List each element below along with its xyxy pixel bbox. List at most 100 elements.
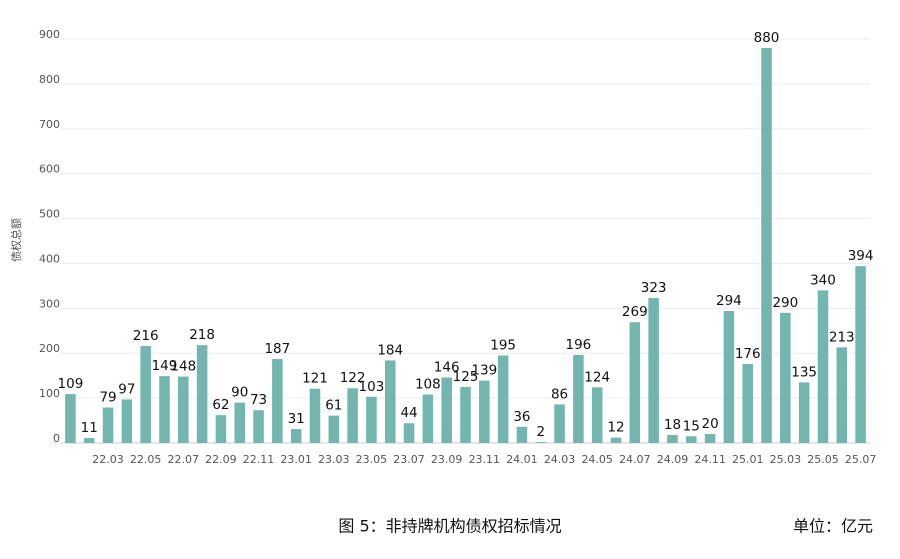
y-tick-label: 100 (39, 387, 60, 400)
x-tick-label: 24.07 (619, 453, 651, 466)
value-label: 184 (377, 342, 403, 358)
x-tick-label: 24.03 (544, 453, 576, 466)
x-tick-label: 22.03 (92, 453, 124, 466)
bar (422, 394, 434, 443)
x-tick-label: 24.01 (506, 453, 538, 466)
bar (855, 266, 866, 443)
x-tick-label: 24.09 (657, 453, 689, 466)
bar (328, 415, 340, 443)
bar (403, 423, 415, 443)
value-label: 90 (231, 385, 248, 401)
bar (648, 298, 659, 443)
x-tick-label: 22.09 (205, 453, 237, 466)
value-label: 125 (453, 369, 479, 385)
bar (347, 388, 358, 443)
value-label: 187 (264, 341, 290, 357)
x-tick-label: 25.07 (845, 453, 877, 466)
bar (704, 434, 716, 443)
value-label: 20 (701, 416, 718, 432)
value-label: 12 (607, 420, 624, 436)
y-tick-label: 700 (39, 118, 60, 131)
y-tick-label: 600 (39, 163, 60, 176)
bar (309, 388, 321, 443)
bar (366, 396, 377, 443)
value-label: 323 (641, 280, 667, 296)
value-label: 79 (99, 390, 116, 406)
x-tick-label: 23.05 (356, 453, 388, 466)
value-label: 121 (302, 371, 328, 387)
bar (479, 380, 490, 443)
bar (554, 404, 565, 443)
value-label: 62 (212, 397, 229, 413)
y-tick-label: 900 (39, 28, 60, 41)
bar (516, 426, 528, 443)
x-tick-label: 24.11 (694, 453, 726, 466)
bar (178, 376, 189, 443)
y-tick-label: 800 (39, 73, 60, 86)
value-label: 15 (683, 418, 700, 434)
bar (460, 386, 471, 443)
value-label: 36 (513, 409, 530, 425)
value-label: 340 (810, 272, 836, 288)
value-label: 294 (716, 293, 742, 309)
value-label: 880 (754, 30, 780, 46)
bar (667, 434, 678, 443)
value-label: 213 (829, 329, 855, 345)
bar (272, 359, 283, 443)
y-tick-label: 200 (39, 342, 60, 355)
value-label: 44 (400, 405, 417, 421)
y-tick-label: 400 (39, 252, 60, 265)
y-tick-label: 500 (39, 208, 60, 221)
bar (836, 347, 848, 443)
bar (761, 47, 772, 443)
value-label: 218 (189, 327, 215, 343)
bar (535, 442, 547, 443)
y-axis-label: 债权总额 (9, 218, 23, 262)
bar (780, 312, 791, 443)
value-label: 73 (250, 392, 267, 408)
caption: 图 5：非持牌机构债权招标情况 (338, 517, 561, 536)
x-tick-label: 25.01 (732, 453, 764, 466)
bar (102, 407, 114, 443)
x-tick-label: 22.07 (168, 453, 200, 466)
value-label: 216 (133, 328, 159, 344)
value-label: 103 (359, 379, 385, 395)
bar (742, 363, 753, 443)
x-tick-label: 25.03 (770, 453, 802, 466)
bar (497, 355, 509, 443)
value-label: 135 (791, 364, 817, 380)
bar (441, 377, 452, 443)
bar (121, 399, 133, 443)
bar (629, 322, 641, 443)
bar (83, 438, 95, 443)
value-label: 124 (584, 369, 610, 385)
bar (610, 437, 622, 443)
value-label: 148 (170, 359, 196, 375)
bar (817, 290, 829, 443)
x-tick-label: 22.05 (130, 453, 162, 466)
bar (290, 429, 302, 443)
x-tick-label: 23.01 (280, 453, 312, 466)
value-label: 196 (565, 337, 591, 353)
bar (723, 311, 735, 443)
bar (253, 410, 264, 443)
x-tick-label: 25.05 (807, 453, 839, 466)
value-label: 290 (772, 295, 798, 311)
x-tick-label: 23.07 (393, 453, 425, 466)
bar (234, 402, 246, 443)
value-label: 139 (471, 363, 497, 379)
bar (196, 345, 208, 443)
value-label: 61 (325, 398, 342, 414)
bar (798, 382, 810, 443)
x-tick-label: 23.11 (469, 453, 501, 466)
bar (591, 387, 603, 443)
value-label: 146 (434, 359, 460, 375)
bar (159, 376, 170, 443)
value-label: 394 (848, 248, 874, 264)
value-label: 122 (340, 370, 366, 386)
bar (685, 436, 697, 443)
x-tick-label: 23.09 (431, 453, 463, 466)
value-label: 31 (288, 411, 305, 427)
x-tick-label: 24.05 (581, 453, 613, 466)
value-label: 176 (735, 346, 761, 362)
